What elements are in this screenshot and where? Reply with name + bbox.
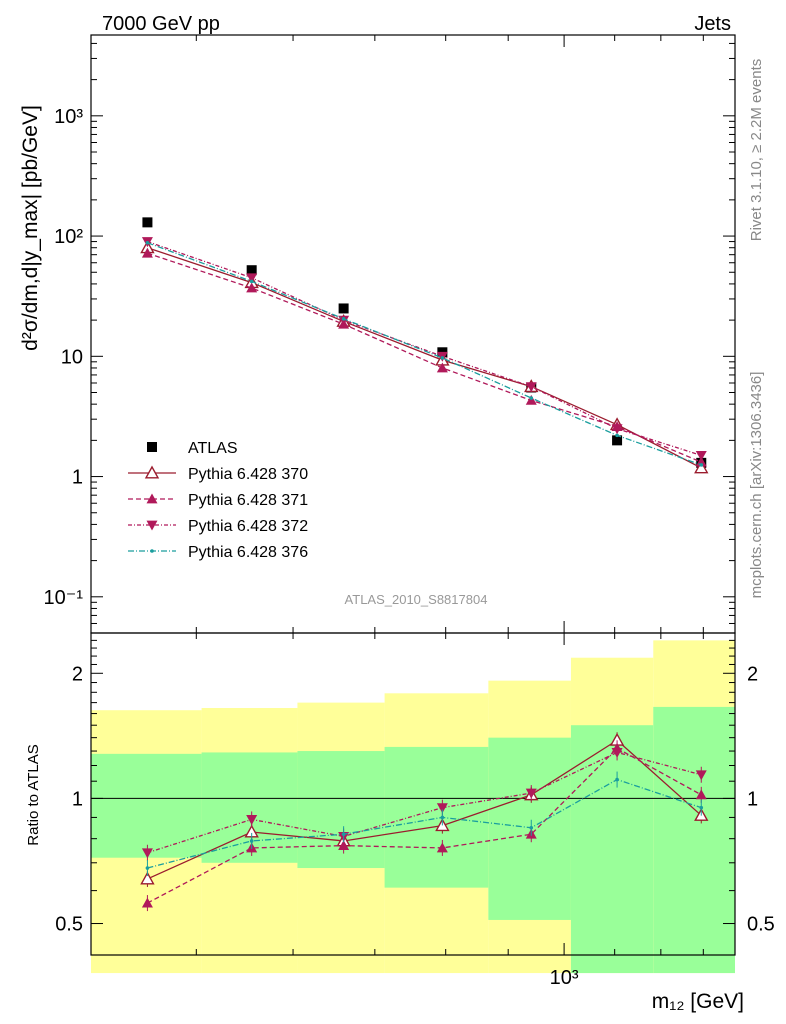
- ratio-y-tick-label-right: 2: [747, 663, 758, 685]
- side-text-rivet: Rivet 3.1.10, ≥ 2.2M events: [748, 59, 765, 242]
- legend-marker: [150, 549, 154, 553]
- ratio-data-point: [440, 815, 445, 820]
- data-point: [141, 247, 153, 258]
- legend-marker: [146, 520, 158, 531]
- legend-marker: [144, 465, 160, 479]
- data-point: [341, 317, 346, 321]
- main-y-tick-label: 1: [72, 467, 83, 489]
- legend-label: ATLAS: [188, 440, 238, 457]
- ratio-data-point: [338, 840, 350, 850]
- data-point: [695, 450, 707, 461]
- legend-label: Pythia 6.428 371: [188, 492, 308, 509]
- data-point: [338, 303, 349, 314]
- ratio-data-point: [695, 789, 707, 800]
- uncertainty-band-inner: [488, 737, 571, 920]
- ratio-y-tick-label: 0.5: [55, 914, 83, 936]
- ratio-data-point: [525, 788, 537, 799]
- ratio-data-point: [140, 871, 155, 885]
- analysis-id: ATLAS_2010_S8817804: [345, 592, 488, 607]
- ratio-data-point: [246, 815, 258, 825]
- ratio-data-point: [145, 866, 150, 870]
- side-text-mcplots: mcplots.cern.ch [arXiv:1306.3436]: [748, 372, 765, 599]
- data-point: [611, 424, 623, 435]
- ratio-data-point: [695, 770, 707, 781]
- data-point: [246, 282, 258, 293]
- uncertainty-band-inner: [201, 752, 298, 863]
- ratio-data-point: [699, 805, 704, 810]
- legend-label: Pythia 6.428 372: [188, 518, 308, 535]
- data-point: [436, 362, 448, 373]
- main-y-tick-label: 10⁻¹: [44, 587, 84, 609]
- ratio-data-point: [529, 825, 534, 830]
- ratio-frame: [90, 632, 736, 956]
- ratio-data-point: [611, 748, 623, 758]
- uncertainty-band-inner: [297, 751, 385, 869]
- data-point: [249, 279, 254, 284]
- data-point: [246, 265, 257, 276]
- ratio-data-point: [436, 803, 448, 814]
- legend: ATLAS Pythia 6.428 370 Pythia 6.428 371 Pyt…: [128, 440, 308, 561]
- ratio-y-tick-label: 1: [72, 788, 83, 810]
- data-point: [142, 217, 153, 228]
- data-point: [525, 394, 537, 405]
- legend-marker: [147, 442, 157, 452]
- ratio-y-tick-label: 2: [72, 663, 83, 685]
- legend-label: Pythia 6.428 370: [188, 466, 308, 483]
- ratio-y-tick-label-right: 0.5: [747, 914, 775, 936]
- data-point: [246, 273, 258, 284]
- uncertainty-band-inner: [91, 753, 202, 858]
- uncertainty-band-inner: [653, 706, 735, 974]
- main-y-tick-label: 10²: [54, 226, 83, 248]
- ratio-y-axis-label: Ratio to ATLAS: [25, 744, 42, 845]
- main-y-tick-label: 10³: [54, 106, 83, 128]
- ratio-data-point: [436, 842, 448, 853]
- main-panel: 10⁻¹ 1 10 10² 10³: [44, 34, 736, 634]
- data-point: [145, 240, 150, 245]
- ratio-data-point: [141, 897, 153, 908]
- x-tick-label: 10³: [550, 967, 579, 989]
- ratio-panel: 0.5 0.5 1 1 2 2 10³: [55, 632, 775, 989]
- legend-label: Pythia 6.428 376: [188, 544, 308, 561]
- data-point: [440, 356, 445, 360]
- data-point: [699, 463, 704, 467]
- uncertainty-band-inner: [384, 746, 489, 888]
- main-y-axis-label: d²σ/dm,d|y_max| [pb/GeV]: [19, 105, 42, 351]
- data-point: [529, 396, 534, 400]
- ratio-data-point: [141, 848, 153, 859]
- data-point: [338, 315, 350, 326]
- ratio-data-point: [615, 777, 619, 782]
- header-left: 7000 GeV pp: [102, 13, 220, 35]
- data-point: [612, 435, 623, 446]
- ratio-data-point: [249, 839, 254, 843]
- uncertainty-band-inner: [570, 725, 654, 974]
- main-y-tick-label: 10: [61, 346, 83, 368]
- header-right: Jets: [694, 13, 731, 35]
- data-point: [615, 433, 619, 438]
- data-point: [694, 460, 709, 474]
- x-axis-label: m₁₂ [GeV]: [652, 990, 744, 1013]
- ratio-data-point: [341, 832, 346, 837]
- ratio-y-tick-label-right: 1: [747, 788, 758, 810]
- legend-marker: [146, 493, 158, 504]
- data-point: [525, 382, 537, 393]
